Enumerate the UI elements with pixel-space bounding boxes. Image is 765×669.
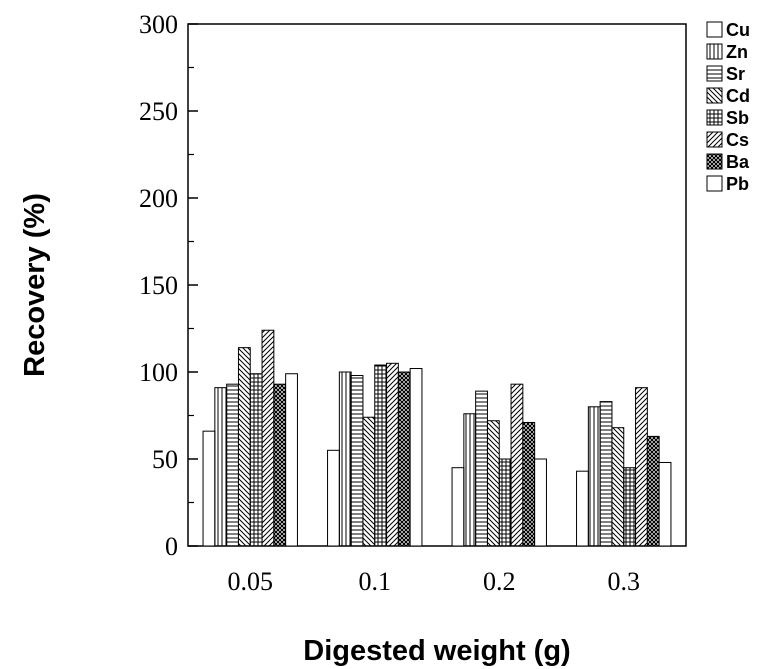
bar-cu <box>451 467 465 547</box>
bar-zn <box>463 413 477 547</box>
y-axis-title: Recovery (%) <box>19 193 51 377</box>
bar-sr <box>475 390 488 547</box>
bar-cu <box>202 430 216 547</box>
bar-cs <box>261 329 275 547</box>
bar-sr <box>226 383 239 547</box>
bar-ba <box>646 435 660 547</box>
legend-swatch <box>706 153 723 170</box>
y-tick-label: 250 <box>139 97 178 126</box>
bar-sr <box>350 374 364 547</box>
legend-swatch <box>706 109 723 126</box>
bar-cs <box>510 383 524 547</box>
bar-zn <box>214 387 228 547</box>
x-tick-label: 0.05 <box>228 567 274 596</box>
legend-label: Ba <box>726 152 750 172</box>
bar-pb <box>658 461 672 547</box>
legend-label: Cs <box>726 130 749 150</box>
legend-swatch <box>706 87 723 104</box>
x-tick-label: 0.1 <box>359 567 392 596</box>
x-tick-label: 0.3 <box>608 567 641 596</box>
bar-zn <box>338 371 352 547</box>
y-tick-label: 0 <box>165 532 178 561</box>
bar-cu <box>576 470 589 547</box>
legend-label: Pb <box>726 174 749 194</box>
bar-cs <box>635 387 648 547</box>
bar-ba <box>273 383 287 547</box>
y-axis: 0 50 100 150 200 250 300 <box>139 10 198 561</box>
bar-cs <box>386 362 399 547</box>
bar-cd <box>611 427 625 547</box>
bar-sb <box>249 373 263 547</box>
legend-swatch <box>706 175 723 192</box>
bar-cd <box>362 416 376 547</box>
legend-swatch <box>706 43 723 60</box>
y-tick-label: 300 <box>139 10 178 39</box>
bar-pb <box>409 368 423 547</box>
legend-swatch <box>706 65 723 82</box>
bar-ba <box>522 421 536 547</box>
legend-label: Zn <box>726 42 748 62</box>
y-tick-label: 150 <box>139 271 178 300</box>
bar-zn <box>587 406 601 547</box>
bar-pb <box>534 458 547 547</box>
legend-swatch <box>706 21 723 38</box>
y-tick-label: 50 <box>152 445 178 474</box>
bar-cd <box>486 420 500 547</box>
bar-pb <box>285 373 298 547</box>
y-tick-label: 100 <box>139 358 178 387</box>
legend-label: Cd <box>726 86 750 106</box>
bar-sb <box>623 467 637 547</box>
x-axis: 0.05 0.1 0.2 0.3 <box>228 567 641 596</box>
bars <box>202 329 672 547</box>
y-tick-label: 200 <box>139 184 178 213</box>
bar-cd <box>237 347 251 547</box>
bar-sb <box>374 364 388 547</box>
bar-sb <box>498 458 512 547</box>
legend-label: Sb <box>726 108 749 128</box>
x-axis-title: Digested weight (g) <box>303 635 570 667</box>
bar-cu <box>327 449 340 547</box>
legend-label: Cu <box>726 20 750 40</box>
bar-sr <box>599 401 613 547</box>
bar-ba <box>397 371 411 547</box>
legend-swatch <box>706 131 723 148</box>
x-tick-label: 0.2 <box>483 567 516 596</box>
legend-label: Sr <box>726 64 745 84</box>
